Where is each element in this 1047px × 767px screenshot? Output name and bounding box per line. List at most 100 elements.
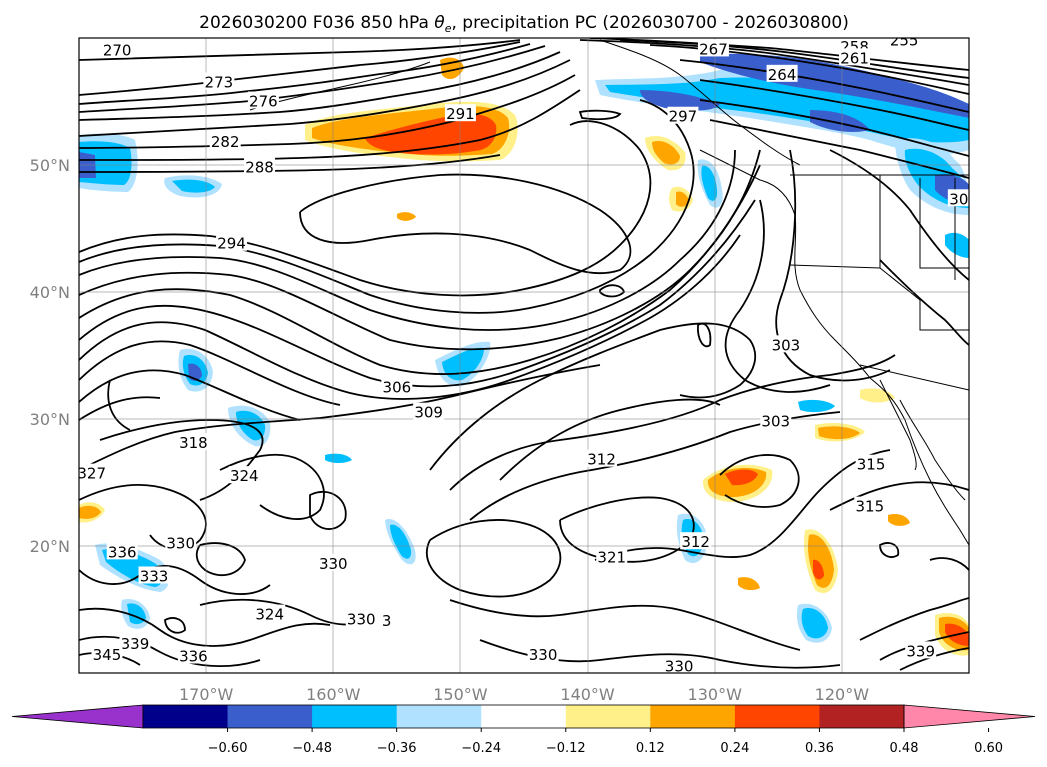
contour-label: 330 [347, 611, 376, 629]
precip-negative-shading [172, 179, 215, 193]
contour-label-bg [119, 633, 151, 651]
contour-label: 255 [890, 32, 919, 50]
contour-label-bg [667, 106, 699, 124]
precip-negative-shading [390, 524, 412, 559]
contour-label-bg [680, 532, 712, 550]
colorbar-segment [227, 705, 313, 728]
lat-tick-label: 30°N [30, 410, 70, 429]
lon-tick-label: 150°W [433, 685, 488, 704]
contour-label-bg [380, 610, 394, 628]
contour-line [499, 398, 721, 481]
contour-line [719, 454, 800, 508]
contour-label: 330 [319, 555, 348, 573]
contour-label-bg [770, 335, 802, 353]
precip-positive-shading [818, 426, 860, 440]
contour-label: 312 [587, 451, 616, 469]
contour-label: 327 [77, 465, 106, 483]
colorbar-tick-label: −0.48 [292, 741, 332, 756]
contour-line [79, 45, 546, 113]
lon-tick-label: 170°W [179, 685, 234, 704]
contour-label: 345 [93, 646, 122, 664]
colorbar-segment [565, 705, 651, 728]
contour-label-bg [766, 64, 798, 82]
map-frame [78, 37, 970, 674]
precip-positive-shading [652, 140, 680, 165]
contour-label-bg [381, 377, 413, 395]
lat-tick-label: 20°N [30, 537, 70, 556]
contour-label: 30 [949, 190, 968, 208]
contour-label: 324 [255, 606, 284, 624]
latitude-tick-labels: 20°N 30°N 40°N 50°N [30, 156, 70, 556]
precip-positive-shading [738, 577, 760, 591]
contour-label: 261 [840, 49, 869, 67]
contour-label-bg [527, 645, 559, 663]
contour-label-bg [317, 553, 349, 571]
colorbar-segment [819, 705, 905, 728]
contour-label: 315 [856, 498, 885, 516]
contour-label: 270 [103, 42, 132, 60]
contour-line [425, 519, 562, 598]
contour-line [449, 599, 801, 651]
contour-label-bg [839, 48, 871, 66]
contour-line [299, 173, 632, 275]
contour-labels: 2702732762822882912943063093183243273303… [77, 32, 969, 673]
contour-line [164, 617, 186, 634]
contour-line [724, 199, 831, 393]
lon-tick-label: 140°W [560, 685, 615, 704]
precip-positive-shading [888, 513, 910, 526]
precip-negative-shading [801, 608, 828, 639]
coastlines [249, 39, 969, 546]
contour-label-bg [209, 132, 241, 150]
contour-label-bg [663, 656, 695, 673]
contour-line [195, 542, 246, 577]
baja-coastline [879, 379, 966, 501]
colorbar-extend-high [903, 704, 1036, 729]
contour-line [79, 635, 261, 667]
contour-label: 294 [217, 235, 246, 253]
colorbar-segment [143, 705, 229, 728]
contour-label: 3 [382, 612, 392, 630]
contour-line [578, 109, 622, 121]
colorbar-extend-low [11, 704, 144, 729]
contour-label: 336 [179, 647, 208, 665]
contour-line [619, 39, 969, 79]
north-america-coastline [699, 149, 969, 546]
precip-negative-shading [798, 399, 835, 413]
contour-label: 291 [446, 105, 475, 123]
colorbar-tick-label: 0.12 [636, 741, 665, 756]
map-area: 2702732762822882912943063093183243273303… [77, 32, 969, 673]
contour-label-bg [854, 496, 886, 514]
lon-tick-label: 130°W [688, 685, 743, 704]
contour-label: 333 [140, 567, 169, 585]
precip-positive-shading [813, 559, 824, 580]
colorbar-tick-label: −0.36 [377, 741, 417, 756]
contour-label: 276 [249, 93, 278, 111]
contour-line [79, 39, 521, 61]
contour-line [219, 453, 325, 520]
contour-label-bg [254, 604, 286, 622]
colorbar-tick-label: 0.60 [974, 741, 1003, 756]
map-gridlines [79, 38, 969, 673]
contour-label: 318 [179, 434, 208, 452]
colorbar-tick-label: 0.48 [890, 741, 919, 756]
precip-positive-shading [79, 505, 101, 519]
contour-label: 303 [761, 413, 790, 431]
contour-label-bg [905, 641, 937, 659]
contour-line [79, 396, 161, 421]
colorbar-tick-label: 0.24 [720, 741, 749, 756]
contour-line [107, 379, 131, 431]
colorbar-segment [481, 705, 567, 728]
contour-label: 321 [597, 548, 626, 566]
colorbar: −0.60 −0.48 −0.36 −0.24 −0.12 0.12 0.24 0.36 0.4… [11, 704, 1036, 756]
contour-line [79, 154, 501, 173]
contour-label-bg [947, 189, 969, 207]
contour-line [929, 557, 969, 571]
contour-label: 282 [211, 133, 240, 151]
contour-label: 273 [205, 73, 234, 91]
contour-label: 306 [383, 378, 412, 396]
longitude-tick-labels: 170°W 160°W 150°W 140°W 130°W 120°W [179, 685, 869, 704]
colorbar-tick-label: −0.12 [546, 741, 586, 756]
lon-tick-label: 160°W [306, 685, 361, 704]
colorbar-segment [396, 705, 482, 728]
contour-label-bg [79, 463, 108, 481]
